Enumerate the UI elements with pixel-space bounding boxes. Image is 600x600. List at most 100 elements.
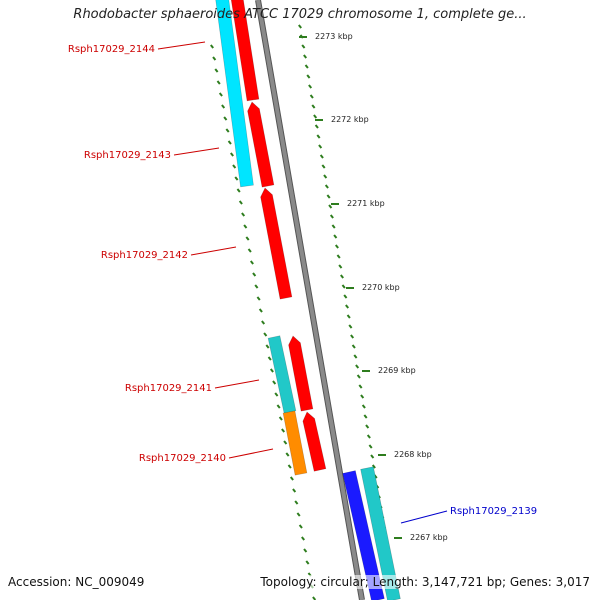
tick-dot (319, 154, 324, 159)
tick-dot-inner (303, 548, 308, 553)
tick-dot (336, 254, 341, 259)
gene-leader-line (190, 246, 237, 256)
tick-dot-inner (267, 356, 272, 361)
tick-dot (301, 44, 306, 49)
gene-feature-teal (360, 466, 401, 600)
tick-dot (341, 284, 346, 289)
tick-dot (329, 214, 334, 219)
tick-dot-inner (283, 440, 288, 445)
accession-text: Accession: NC_009049 (8, 575, 145, 589)
tick-dot-inner (281, 428, 286, 433)
gene-feature-orange (282, 410, 308, 476)
tick-dot-inner (272, 380, 277, 385)
tick-dot (340, 274, 344, 279)
gene-label: Rsph17029_2143 (84, 150, 171, 161)
tick-dot-inner (296, 512, 301, 517)
tick-dot-inner (238, 200, 243, 205)
tick-dot (331, 224, 336, 229)
tick-dot (351, 344, 356, 349)
tick-dot-inner (263, 332, 268, 337)
tick-dot (306, 74, 311, 79)
gene-leader-line (173, 147, 220, 156)
tick-dot (348, 324, 353, 329)
tick-dot (324, 184, 329, 189)
tick-dot (316, 134, 321, 139)
gene-feature-red (288, 335, 314, 412)
tick-dot-inner (269, 368, 274, 373)
tick-dot-inner (236, 188, 241, 193)
genome-summary-text: Topology: circular; Length: 3,147,721 bp… (260, 575, 590, 589)
tick-dot (328, 204, 333, 209)
tick-dot-inner (241, 212, 246, 217)
tick-dot-inner (223, 116, 228, 121)
map-title: Rhodobacter sphaeroides ATCC 17029 chrom… (73, 7, 527, 22)
tick-dot-inner (252, 272, 257, 277)
gene-label: Rsph17029_2140 (139, 453, 226, 464)
tick-label: 2273 kbp (315, 32, 353, 41)
tick-dot (326, 194, 331, 199)
tick-dot (371, 464, 376, 469)
gene-feature-teal (267, 335, 297, 414)
gene-feature-red (260, 187, 293, 300)
tick-dot-inner (234, 176, 239, 181)
tick-dot (353, 354, 358, 359)
tick-dot-inner (289, 476, 294, 481)
gene-feature-cyan (215, 0, 254, 188)
tick-dot (358, 384, 363, 389)
tick-label: 2270 kbp (362, 283, 400, 292)
tick-dot-inner (265, 344, 270, 349)
backbone-line (256, 0, 364, 600)
tick-dot-inner (287, 464, 292, 469)
tick-dot-inner (245, 236, 250, 241)
tick-dot-inner (229, 152, 234, 157)
tick-dot (370, 454, 375, 459)
tick-dot-inner (256, 296, 261, 301)
tick-dot-inner (258, 308, 263, 313)
tick-dot (333, 234, 338, 239)
tick-dot (313, 114, 318, 119)
tick-dot (309, 94, 314, 99)
tick-dot-inner (261, 320, 266, 325)
tick-dot-inner (232, 164, 237, 169)
tick-dot-inner (305, 560, 310, 565)
tick-dot (355, 364, 360, 369)
tick-dot (361, 404, 366, 409)
tick-dot-inner (221, 104, 226, 109)
tick-dot (356, 374, 361, 379)
tick-dot (298, 24, 302, 29)
tick-dot (366, 434, 371, 439)
gene-leader-line (157, 41, 206, 50)
tick-dot-inner (243, 224, 248, 229)
gene-label: Rsph17029_2144 (68, 44, 155, 55)
gene-feature-red (302, 411, 327, 472)
tick-label: 2268 kbp (394, 450, 432, 459)
tick-dot (321, 164, 326, 169)
tick-dot (346, 314, 351, 319)
tick-dot-inner (301, 536, 306, 541)
tick-dot (360, 394, 365, 399)
tick-dot-inner (292, 488, 297, 493)
gene-feature-blue (342, 470, 385, 600)
tick-label: 2272 kbp (331, 115, 369, 124)
tick-dot-inner (212, 56, 217, 61)
gene-feature-red (230, 0, 260, 102)
tick-dot (311, 104, 316, 109)
gene-label: Rsph17029_2142 (101, 250, 188, 261)
tick-dot (318, 144, 323, 149)
gene-label: Rsph17029_2139 (450, 506, 537, 517)
tick-dot-inner (216, 80, 221, 85)
tick-dot (343, 294, 348, 299)
tick-dot (363, 414, 368, 419)
tick-dot-inner (210, 44, 214, 49)
tick-dot-inner (225, 128, 230, 133)
tick-dot (365, 424, 370, 429)
tick-dot-inner (214, 68, 219, 73)
tick-dot (345, 304, 350, 309)
tick-dot-inner (227, 140, 232, 145)
tick-dot (303, 54, 308, 59)
tick-dot (308, 84, 313, 89)
tick-dot-inner (276, 404, 281, 409)
gene-leader-line (228, 448, 274, 459)
tick-dot (314, 124, 319, 129)
